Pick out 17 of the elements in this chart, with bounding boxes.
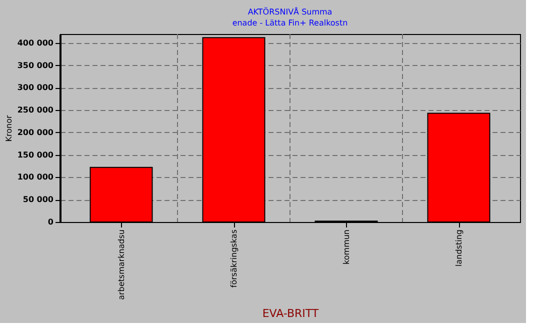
x-tick-label: försäkringskas	[229, 230, 238, 288]
y-axis-title: Kronor	[4, 114, 14, 142]
y-tick-label: 300 000	[17, 83, 54, 92]
y-tick-label: 400 000	[17, 38, 54, 48]
y-tick-label: 200 000	[17, 128, 54, 137]
y-tick-label: 50 000	[22, 195, 54, 204]
x-tick-label: arbetsmarknadsu	[116, 230, 126, 300]
x-tick-label: kommun	[342, 230, 351, 264]
x-tick-label: landsting	[454, 230, 464, 266]
chart-subtitle: enade - Lätta Fin+ Realkostn	[232, 18, 348, 28]
y-tick-label: 0	[48, 218, 54, 226]
y-tick-label: 350 000	[17, 60, 54, 70]
y-tick-label: 100 000	[17, 172, 54, 182]
x-axis-title: EVA-BRITT	[262, 306, 319, 320]
y-tick-label: 150 000	[17, 150, 54, 160]
y-tick-label: 250 000	[17, 106, 54, 115]
chart-title: AKTÖRSNIVÅ Summa	[248, 6, 332, 16]
